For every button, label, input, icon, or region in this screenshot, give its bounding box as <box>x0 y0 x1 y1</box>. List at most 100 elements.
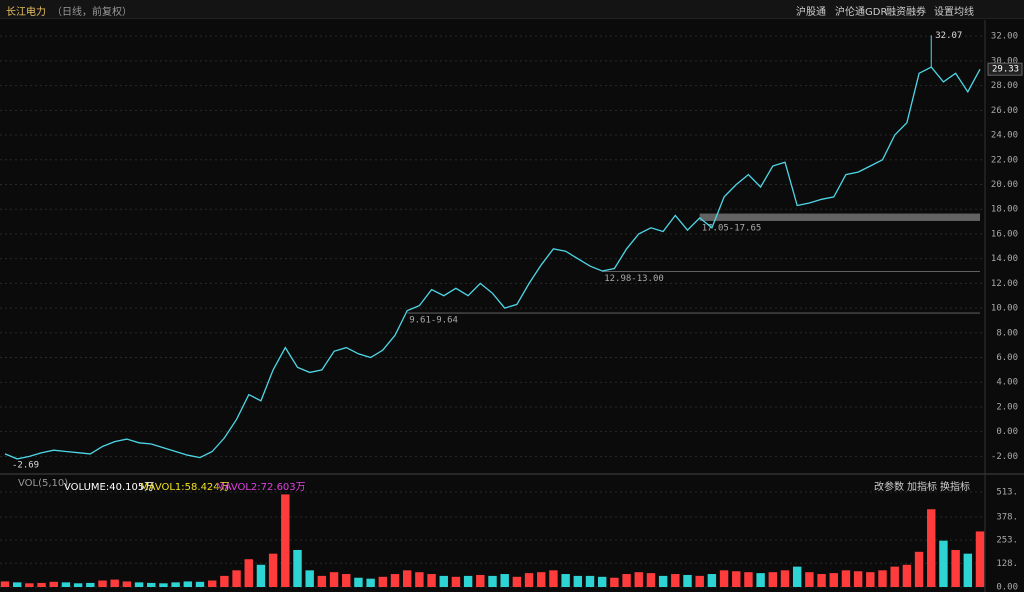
zone-label: 12.98-13.00 <box>604 274 664 284</box>
volume-bar <box>780 570 790 587</box>
volume-bar <box>329 572 339 587</box>
volume-bar <box>597 576 607 587</box>
y-tick-label: 0.00 <box>996 583 1018 592</box>
volume-bar <box>744 572 753 587</box>
volume-bar <box>500 574 509 587</box>
vol-header: VOL(5,10) VOLUME:40.105万 MAVOL1:58.424万 … <box>0 476 1024 493</box>
price-line <box>4 66 981 460</box>
zone <box>407 312 980 314</box>
volume-bar <box>524 573 534 587</box>
volume-bar <box>281 494 290 587</box>
volume-bar <box>49 581 58 587</box>
y-tick-label: 20.00 <box>991 180 1018 190</box>
y-tick-label: 26.00 <box>991 106 1018 116</box>
last-price-tag <box>987 62 1023 76</box>
toolbar: 长江电力 （日线，前复权） 沪股通 沪伦通GDR 融资融券 设置均线 <box>0 0 1024 19</box>
volume-bar <box>573 575 583 587</box>
volume-bar <box>890 566 899 587</box>
volume-bar <box>866 572 875 587</box>
zone <box>602 271 980 273</box>
max-label: 32.07 <box>935 31 962 41</box>
volume-bar <box>86 582 95 587</box>
y-tick-label: 32.00 <box>991 32 1018 42</box>
link[interactable]: 设置均线 <box>934 7 974 18</box>
volume-bar <box>683 574 692 587</box>
volume-bar <box>427 574 436 587</box>
volume-bar <box>512 576 522 587</box>
tool[interactable]: 加指标 <box>907 482 937 493</box>
y-tick-label: 378. <box>996 513 1018 523</box>
volume-bar <box>671 574 680 587</box>
volume-bar <box>183 581 193 587</box>
volume-bar <box>853 571 863 587</box>
y-tick-label: 14.00 <box>991 254 1018 264</box>
volume-bar <box>658 575 668 587</box>
volume-bar <box>232 570 241 587</box>
volume-bar <box>305 570 314 587</box>
volume-bar <box>585 575 595 587</box>
y-tick-label: -2.00 <box>991 452 1018 462</box>
volume-bar <box>220 575 229 587</box>
volume-bar <box>122 581 132 587</box>
volume-bar <box>207 580 217 587</box>
y-tick-label: 513. <box>996 488 1018 498</box>
tool[interactable]: 换指标 <box>940 482 970 493</box>
volume-bar <box>817 574 826 587</box>
min-label: -2.69 <box>12 460 39 470</box>
y-tick-label: 16.00 <box>991 229 1018 239</box>
volume-bar <box>610 577 619 587</box>
y-tick-label: 2.00 <box>996 402 1018 412</box>
volume-bar <box>25 583 34 587</box>
volume-bar <box>975 531 985 587</box>
volume-bar <box>195 581 205 587</box>
volume-bar <box>732 571 741 587</box>
volume-bar <box>0 581 10 587</box>
y-tick-label: 0.00 <box>996 427 1018 437</box>
volume-bar <box>634 572 643 587</box>
volume-bar <box>159 583 168 587</box>
y-tick-label: 28.00 <box>991 81 1018 91</box>
volume-bar <box>244 559 253 587</box>
y-tick-label: 24.00 <box>991 131 1018 141</box>
zone-label: 17.05-17.65 <box>702 223 762 233</box>
volume-bar <box>878 570 887 587</box>
zone <box>699 213 980 221</box>
volume-bar <box>561 574 570 587</box>
y-tick-label: 4.00 <box>996 378 1018 388</box>
link[interactable]: 融资融券 <box>886 7 926 18</box>
volume-bar <box>171 582 180 587</box>
volume-bar <box>914 551 924 587</box>
legend: MAVOL2:72.603万 <box>216 482 306 493</box>
volume-bar <box>476 574 485 587</box>
volume-bar <box>768 572 778 587</box>
volume-bar <box>342 574 351 587</box>
volume-bar <box>390 574 400 587</box>
volume-bar <box>463 575 473 587</box>
volume-bar <box>622 574 631 587</box>
volume-bar <box>829 573 838 587</box>
legend: MAVOL1:58.424万 <box>140 482 230 493</box>
legend: VOLUME:40.105万 <box>64 482 155 493</box>
y-tick-label: 12.00 <box>991 279 1018 289</box>
volume-bar <box>841 570 851 587</box>
volume-bar <box>537 572 546 587</box>
volume-bar <box>61 582 71 587</box>
y-tick-label: 10.00 <box>991 304 1018 314</box>
vol-title: VOL(5,10) <box>18 478 69 489</box>
volume-bar <box>268 553 278 587</box>
volume-bar <box>951 549 960 587</box>
volume-bar <box>963 553 973 587</box>
volume-bar <box>451 576 461 587</box>
link[interactable]: 沪股通 <box>796 7 826 18</box>
volume-bar <box>927 509 936 587</box>
y-tick-label: 30.00 <box>991 56 1018 66</box>
volume-bar <box>73 583 83 587</box>
link[interactable]: 沪伦通GDR <box>835 7 888 18</box>
y-tick-label: 128. <box>996 559 1018 569</box>
tool[interactable]: 改参数 <box>874 482 904 493</box>
volume-bar <box>366 578 375 587</box>
volume-bar <box>719 570 729 587</box>
y-tick-label: 18.00 <box>991 205 1018 215</box>
volume-bar <box>98 580 107 587</box>
